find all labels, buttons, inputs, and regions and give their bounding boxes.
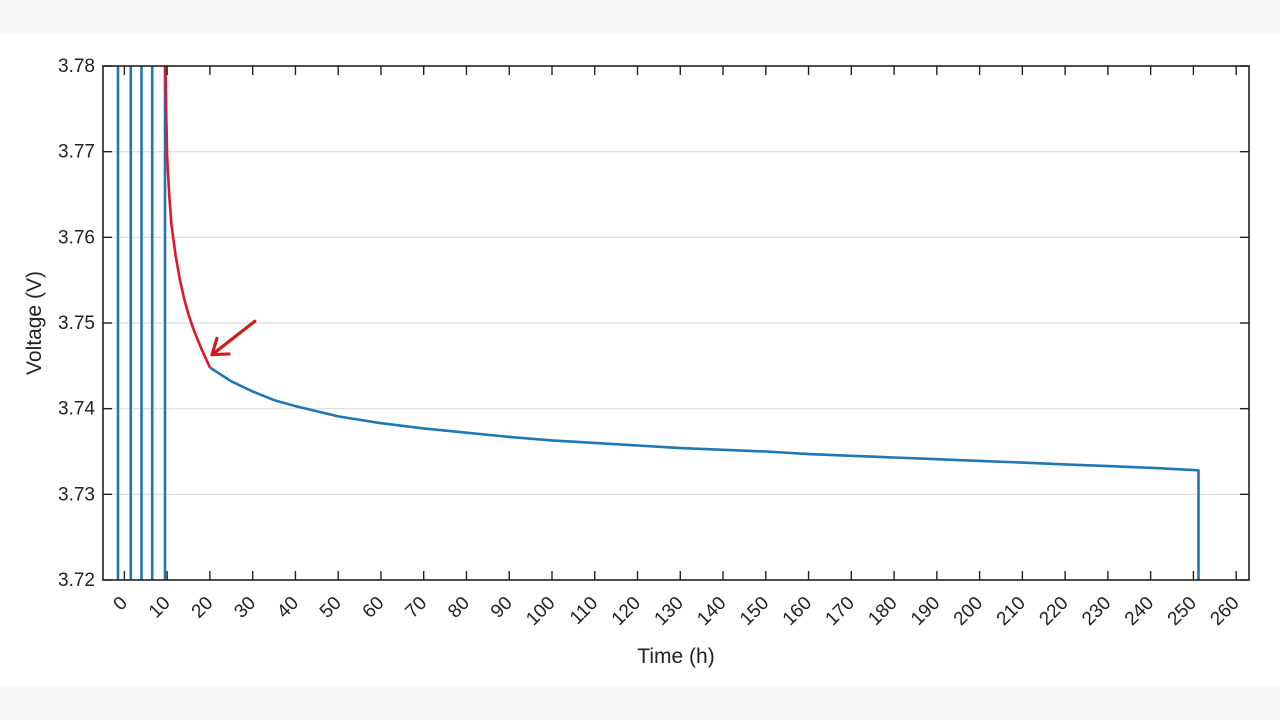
x-tick-label: 230 xyxy=(1078,593,1115,630)
tick-labels: 3.72 3.73 3.74 3.75 3.76 3.77 3.78 0 10 20 30 40 50 6… xyxy=(58,56,1244,630)
x-tick-label: 210 xyxy=(993,593,1030,630)
x-tick-label: 250 xyxy=(1164,593,1201,630)
x-tick-label: 130 xyxy=(651,593,688,630)
x-tick-label: 140 xyxy=(693,593,730,630)
x-axis-title: Time (h) xyxy=(637,645,714,668)
x-tick-label: 60 xyxy=(359,593,389,623)
arrow-head xyxy=(210,336,231,357)
y-tick-label: 3.77 xyxy=(58,142,95,163)
series-line xyxy=(164,65,212,369)
arrow-shaft xyxy=(210,319,257,357)
x-tick-label: 90 xyxy=(487,593,517,623)
x-tick-label: 10 xyxy=(145,593,175,623)
x-tick-label: 120 xyxy=(608,593,645,630)
series-line xyxy=(209,366,1200,580)
x-tick-label: 50 xyxy=(316,593,346,623)
x-tick-label: 30 xyxy=(230,593,260,623)
y-tick-label: 3.78 xyxy=(58,56,95,77)
x-tick-label: 110 xyxy=(566,593,602,629)
x-tick-label: 40 xyxy=(273,593,303,623)
voltage-time-chart: 3.72 3.73 3.74 3.75 3.76 3.77 3.78 0 10 20 30 40 50 6… xyxy=(23,56,1250,668)
x-tick-label: 20 xyxy=(188,593,218,623)
y-tick-label: 3.75 xyxy=(58,313,95,334)
x-tick-label: 240 xyxy=(1121,593,1158,630)
axis-ticks xyxy=(103,65,1249,581)
plot-series xyxy=(116,65,1200,580)
x-tick-label: 180 xyxy=(864,593,901,630)
chart-panel: 3.72 3.73 3.74 3.75 3.76 3.77 3.78 0 10 20 30 40 50 6… xyxy=(0,34,1280,686)
x-tick-label: 80 xyxy=(444,593,474,623)
x-tick-label: 100 xyxy=(522,593,559,630)
y-tick-label: 3.73 xyxy=(58,484,95,505)
x-tick-label: 200 xyxy=(950,593,987,630)
x-tick-label: 190 xyxy=(907,593,944,630)
y-tick-label: 3.76 xyxy=(58,227,95,248)
y-axis-title: Voltage (V) xyxy=(23,271,46,375)
x-tick-label: 70 xyxy=(401,593,431,623)
annotations xyxy=(210,319,257,357)
gridlines xyxy=(103,151,1249,495)
x-tick-label: 150 xyxy=(736,593,773,630)
x-tick-label: 260 xyxy=(1206,593,1243,630)
y-tick-label: 3.74 xyxy=(58,399,95,420)
y-tick-label: 3.72 xyxy=(58,570,95,591)
x-tick-label: 220 xyxy=(1035,593,1072,630)
x-tick-label: 0 xyxy=(110,593,132,615)
x-tick-label: 170 xyxy=(822,593,859,630)
x-tick-label: 160 xyxy=(779,593,816,630)
